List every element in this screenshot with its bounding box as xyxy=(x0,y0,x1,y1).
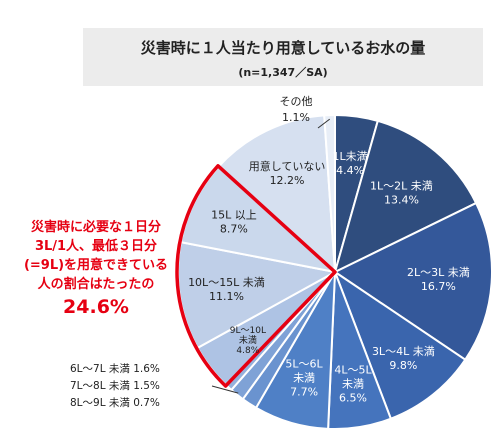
leader-line-other xyxy=(317,118,331,129)
slice-label-5-1: 4L～5L xyxy=(334,364,372,377)
slice-label-10-2: 未満 xyxy=(239,334,257,346)
slice-label-4-1: 3L～4L 未満 xyxy=(372,345,435,358)
pie-slice-14 xyxy=(323,113,336,273)
chart-subtitle: (n=1,347／SA) xyxy=(238,66,328,79)
pie-slice-2 xyxy=(333,119,478,274)
leader-lines xyxy=(211,118,331,394)
callout-line-1: 災害時に必要な１日分 xyxy=(30,220,161,235)
data-label-12-2: 8.7% xyxy=(220,222,248,235)
slice-label-14-1: その他 xyxy=(280,95,313,108)
slice-label-13-1: 用意していない xyxy=(249,159,326,173)
data-label-11-2: 11.1% xyxy=(209,290,244,303)
slice-label-6-1: 5L～6L xyxy=(285,357,323,370)
data-label-1-2: 4.4% xyxy=(336,164,364,177)
leader-line-thin-slices xyxy=(211,385,239,394)
slice-label-5-2: 未満 xyxy=(342,378,364,391)
slice-label-12-1: 15L 以上 xyxy=(211,208,257,221)
callout-line-3: (=9L)を用意できている xyxy=(23,258,169,273)
chart-title: 災害時に１人当たり用意しているお水の量 xyxy=(140,39,426,57)
slice-label-3-1: 2L～3L 未満 xyxy=(407,266,470,279)
note-7l-8l: 7L～8L 未満 1.5% xyxy=(70,380,160,392)
slice-label-1-1: 1L未満 xyxy=(333,150,368,163)
data-label-4-2: 9.8% xyxy=(389,359,417,372)
data-label-5-3: 6.5% xyxy=(339,392,367,405)
data-label-13-2: 12.2% xyxy=(270,174,305,187)
slice-label-2-1: 1L～2L 未満 xyxy=(370,179,433,192)
slice-label-10-1: 9L～10L xyxy=(230,326,266,336)
callout-line-4: 人の割合はたったの xyxy=(37,277,155,292)
data-label-14: 1.1% xyxy=(282,111,310,124)
slice-label-6-2: 未満 xyxy=(293,371,315,384)
title-box: 災害時に１人当たり用意しているお水の量 (n=1,347／SA) xyxy=(83,28,483,86)
callout-line-2: 3L/1人、最低３日分 xyxy=(34,239,158,254)
data-label-3-2: 16.7% xyxy=(421,280,456,293)
data-label-2-2: 13.4% xyxy=(384,193,419,206)
note-8l-9l: 8L～9L 未満 0.7% xyxy=(70,397,160,409)
pie-slice-4 xyxy=(332,269,467,421)
data-label-10-3: 4.8% xyxy=(236,346,259,356)
note-6l-7l: 6L～7L 未満 1.6% xyxy=(70,363,160,375)
data-label-6-3: 7.7% xyxy=(290,385,318,398)
callout-value: 24.6% xyxy=(63,296,129,318)
highlight-outline xyxy=(175,164,337,388)
pie-slice-13 xyxy=(217,114,337,275)
pie-slices xyxy=(177,113,492,430)
slice-label-11-1: 10L～15L 未満 xyxy=(188,276,265,289)
highlight-callout: 災害時に必要な１日分 3L/1人、最低３日分 (=9L)を用意できている 人の割… xyxy=(0,218,192,320)
